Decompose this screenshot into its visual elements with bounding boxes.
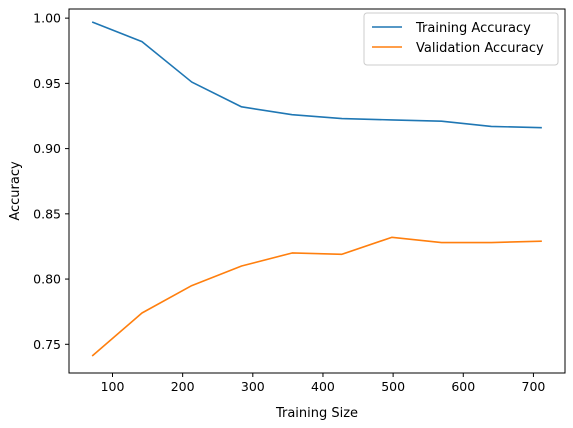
- x-tick-label: 700: [522, 379, 546, 394]
- series-line-validation-accuracy: [91, 236, 542, 357]
- y-tick-label: 0.95: [33, 76, 61, 91]
- legend-box: [363, 12, 559, 66]
- y-tick-label: 0.75: [33, 337, 61, 352]
- legend-label-validation-accuracy: Validation Accuracy: [416, 41, 544, 56]
- y-tick-label: 1.00: [33, 11, 61, 26]
- series-lines: [91, 21, 542, 357]
- y-tick-label: 0.80: [33, 272, 61, 287]
- x-axis-ticks: 100 200 300 400 500 600 700: [101, 373, 546, 394]
- x-tick-label: 200: [171, 379, 195, 394]
- y-tick-label: 0.85: [33, 206, 61, 221]
- x-tick-label: 100: [101, 379, 125, 394]
- legend: Training Accuracy Validation Accuracy: [363, 12, 559, 66]
- y-axis-label: Accuracy: [8, 161, 23, 221]
- x-tick-label: 500: [381, 379, 405, 394]
- plot-area: [68, 8, 566, 374]
- y-tick-label: 0.90: [33, 141, 61, 156]
- series-line-training-accuracy: [91, 21, 542, 129]
- x-axis-label: Training Size: [275, 406, 358, 421]
- y-axis-ticks: 0.75 0.80 0.85 0.90 0.95 1.00: [33, 11, 69, 352]
- x-tick-label: 300: [241, 379, 265, 394]
- legend-label-training-accuracy: Training Accuracy: [415, 21, 531, 36]
- x-tick-label: 600: [451, 379, 475, 394]
- x-tick-label: 400: [311, 379, 335, 394]
